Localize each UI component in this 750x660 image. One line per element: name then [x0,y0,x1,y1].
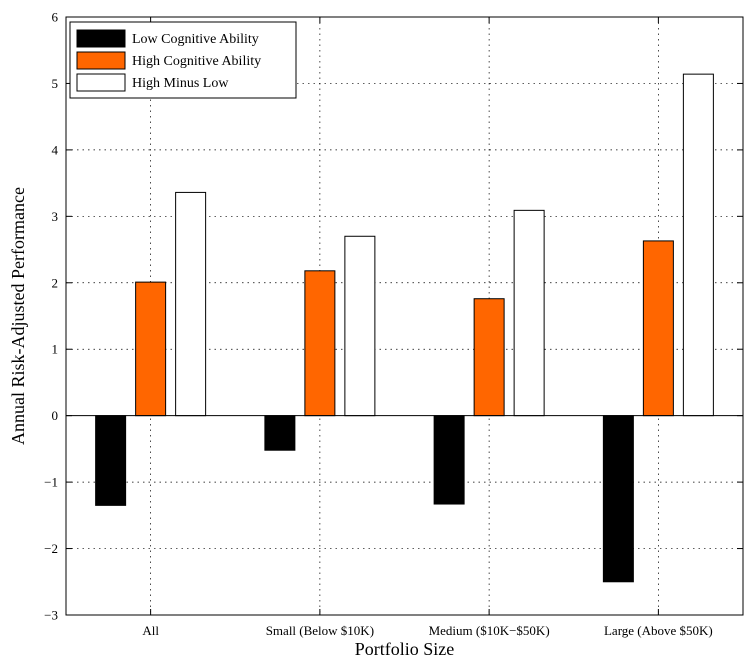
y-axis-label: Annual Risk-Adjusted Performance [8,187,28,445]
bar [95,415,127,506]
y-tick-label: 2 [52,275,59,290]
bar [344,235,376,417]
legend-label: High Minus Low [132,76,229,91]
x-tick-label: Large (Above $50K) [604,623,713,638]
bar [602,415,634,583]
legend-label: High Cognitive Ability [132,54,261,69]
y-axis-ticks: −3 −2 −1 0 1 2 3 4 5 6 [44,10,743,623]
legend-label: Low Cognitive Ability [132,32,259,47]
y-tick-label: 5 [52,76,59,91]
y-tick-label: −1 [44,475,58,490]
x-tick-label: Small (Below $10K) [266,623,374,638]
bar [135,281,167,417]
bar [304,270,336,417]
plot-frame [65,16,744,616]
legend-swatch [76,73,126,92]
y-tick-label: −3 [44,608,58,623]
bar [513,209,545,417]
legend-swatch [76,29,126,48]
legend: Low Cognitive Ability High Cognitive Abil… [69,21,297,99]
x-axis-label: Portfolio Size [355,639,455,659]
x-tick-label: All [142,623,159,638]
y-tick-label: 0 [52,408,59,423]
y-tick-label: −2 [44,541,58,556]
x-axis-ticks: All Small (Below $10K) Medium ($10K−$50K) L… [142,17,713,638]
y-tick-label: 4 [52,142,59,157]
x-tick-label: Medium ($10K−$50K) [429,623,550,638]
legend-swatch [76,51,126,70]
bar [175,191,207,417]
bar [682,73,714,417]
bar [473,298,505,417]
bars [95,73,714,583]
bar [433,415,465,505]
y-tick-label: 6 [52,10,59,25]
grid-lines [66,17,743,615]
y-tick-label: 1 [52,342,59,357]
y-tick-label: 3 [52,209,59,224]
bar [264,415,296,451]
bar [642,240,674,417]
